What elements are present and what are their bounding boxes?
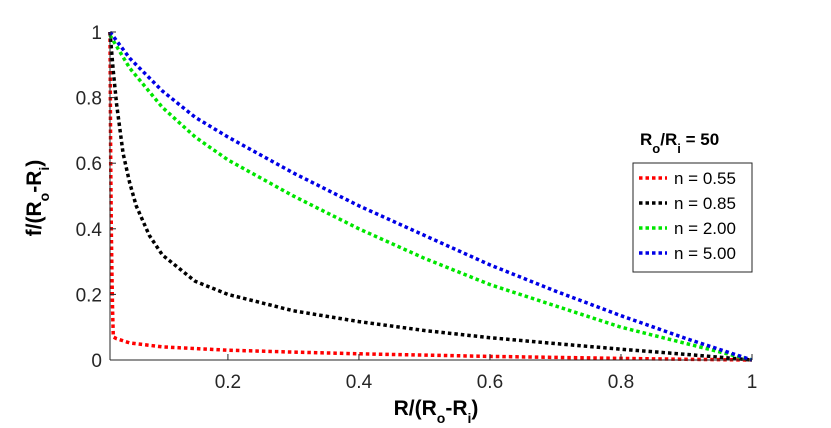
legend-title: Ro/Ri = 50 bbox=[640, 130, 719, 156]
series-line-4 bbox=[108, 30, 753, 362]
x-tick-label: 1 bbox=[747, 372, 758, 393]
y-tick-label: 0.2 bbox=[76, 285, 102, 306]
axes-layer: 0.2 0.4 0.6 0.8 1 0 0.2 0.4 0.6 0.8 1 bbox=[76, 23, 758, 393]
legend: Ro/Ri = 50 n = 0.55 n = 0.85 n = 2.00 n = 5… bbox=[632, 130, 753, 273]
series-layer bbox=[108, 30, 753, 362]
y-tick-label: 1 bbox=[91, 23, 102, 44]
legend-label-4: n = 5.00 bbox=[674, 244, 736, 263]
x-tick-label: 0.6 bbox=[477, 372, 503, 393]
x-tick-label: 0.2 bbox=[215, 372, 241, 393]
series-line-3 bbox=[108, 34, 753, 362]
legend-label-3: n = 2.00 bbox=[674, 219, 736, 238]
y-tick-label: 0.4 bbox=[76, 220, 103, 241]
legend-label-1: n = 0.55 bbox=[674, 169, 736, 188]
y-tick-label: 0 bbox=[91, 351, 102, 372]
x-tick-label: 0.8 bbox=[608, 372, 634, 393]
y-tick-label: 0.8 bbox=[76, 89, 102, 110]
y-tick-label: 0.6 bbox=[76, 154, 102, 175]
series-line-2 bbox=[108, 31, 753, 362]
x-tick-label: 0.4 bbox=[346, 372, 373, 393]
x-axis-label: R/(Ro-Ri) bbox=[394, 397, 479, 426]
legend-entries: n = 0.55 n = 0.85 n = 2.00 n = 5.00 bbox=[639, 169, 736, 263]
legend-label-2: n = 0.85 bbox=[674, 194, 736, 213]
y-axis-label: f/(Ro-Ri) bbox=[23, 160, 52, 237]
